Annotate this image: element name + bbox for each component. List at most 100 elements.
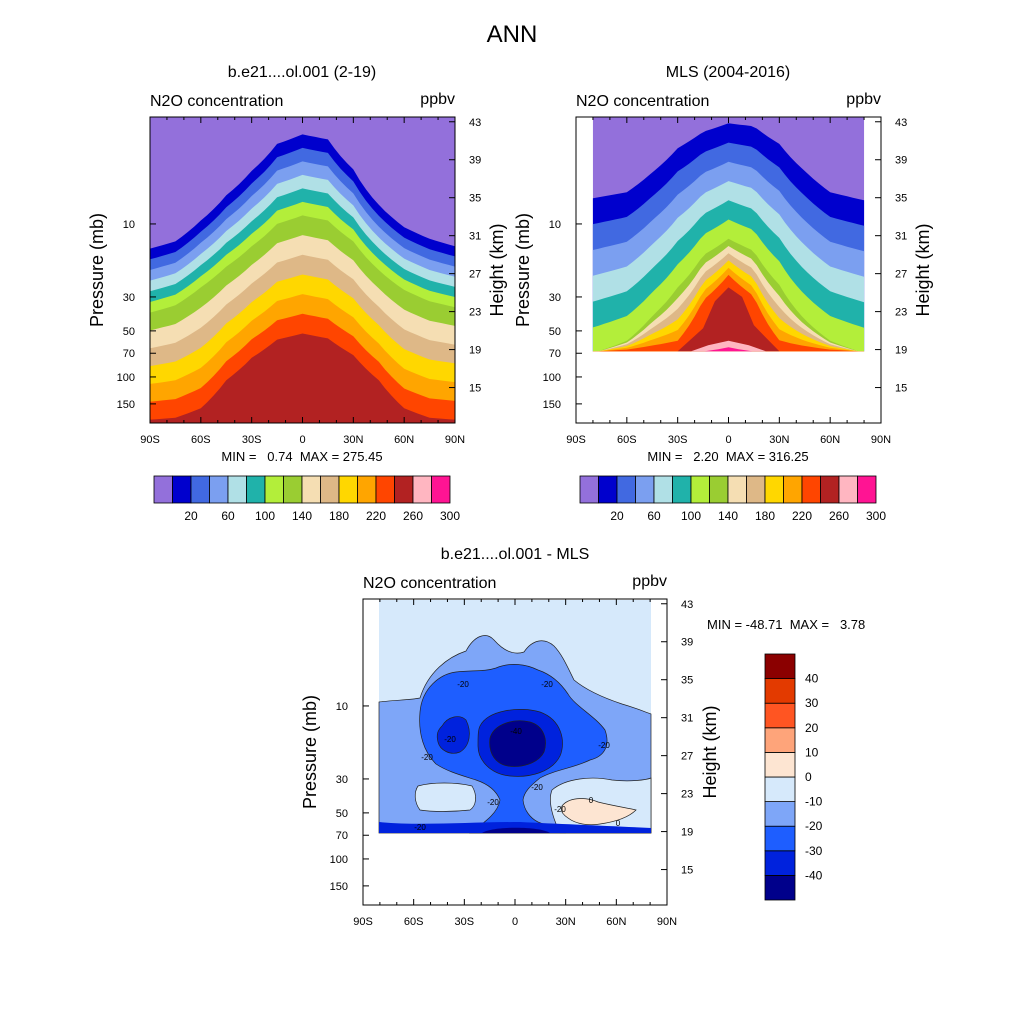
x-tick-label: 30S (455, 916, 475, 928)
x-tick-label: 30N (343, 434, 363, 446)
panel-title: MLS (2004-2016) (666, 64, 791, 81)
colorbar-swatch (746, 475, 766, 504)
x-tick-label: 90N (871, 434, 891, 446)
contour-line-label: -20 (554, 805, 566, 814)
colorbar-label: 180 (755, 509, 775, 523)
y2-tick-label: 19 (681, 827, 693, 839)
contour-fill-minus40-base (482, 827, 550, 833)
contour-line-label: -40 (510, 727, 522, 736)
x-tick-label: 30S (242, 434, 262, 446)
colorbar-swatch (357, 475, 377, 504)
panel-difference: b.e21....ol.001 - MLS N2O concentration … (300, 546, 865, 928)
panel-right-label: ppbv (846, 91, 881, 108)
colorbar-swatch (653, 475, 673, 504)
axes: 90S 60S 30S 0 30N 60N 90N103050701001504339353… (330, 599, 694, 928)
colorbar-swatch (764, 875, 796, 901)
colorbar-label: 220 (366, 509, 386, 523)
colorbar-swatch (764, 727, 796, 753)
y2-axis-label: Height (km) (700, 705, 720, 798)
y2-tick-label: 43 (469, 117, 481, 129)
colorbar-label: 40 (805, 672, 819, 686)
colorbar-swatch (301, 475, 321, 504)
contour-line-label: -20 (444, 735, 456, 744)
min-max-stats: MIN = 2.20 MAX = 316.25 (647, 449, 808, 464)
y2-axis-label: Height (km) (487, 223, 507, 316)
x-tick-label: 90S (140, 434, 160, 446)
x-tick-label: 60N (820, 434, 840, 446)
y2-tick-label: 31 (895, 231, 907, 243)
y-tick-label: 70 (123, 348, 135, 360)
y-tick-label: 150 (543, 399, 561, 411)
contour-line-label: -20 (487, 798, 499, 807)
colorbar-swatch (153, 475, 173, 504)
y-tick-label: 10 (336, 701, 348, 713)
y-tick-label: 100 (330, 854, 348, 866)
contour-fill-positive (560, 798, 637, 826)
x-tick-label: 90N (445, 434, 465, 446)
y2-tick-label: 43 (895, 117, 907, 129)
contour-line-label: 0 (616, 819, 621, 828)
x-tick-label: 30N (556, 916, 576, 928)
colorbar-label: 100 (255, 509, 275, 523)
colorbar-swatch (764, 653, 796, 680)
y-tick-label: 30 (336, 774, 348, 786)
colorbar-swatch (616, 475, 636, 504)
x-tick-label: 90N (657, 916, 677, 928)
colorbar-swatch (394, 475, 414, 504)
colorbar-label: 30 (805, 696, 819, 710)
contour-field (592, 117, 865, 352)
colorbar-swatch (172, 475, 192, 504)
colorbar-label: -30 (805, 844, 823, 858)
contour-fill (150, 333, 455, 423)
panel-title: b.e21....ol.001 - MLS (441, 546, 590, 563)
colorbar: 20 60 100 140 180 220 260 300 (153, 475, 460, 523)
y2-tick-label: 15 (469, 383, 481, 395)
axes: 90S 60S 30S 0 30N 60N 90N103050701001504339353… (543, 117, 908, 446)
contour-fill (691, 340, 766, 352)
y2-tick-label: 31 (681, 713, 693, 725)
panel-left-label: N2O concentration (363, 575, 496, 592)
colorbar-label: -10 (805, 795, 823, 809)
y2-tick-label: 27 (681, 751, 693, 763)
contour-fill-minus30-left (436, 716, 470, 754)
y2-tick-label: 15 (681, 865, 693, 877)
colorbar-label: 0 (805, 770, 812, 784)
colorbar-swatch (838, 475, 858, 504)
colorbar-label: 60 (221, 509, 235, 523)
colorbar-label: 300 (866, 509, 886, 523)
panel-right-label: ppbv (632, 573, 667, 590)
colorbar-label: 220 (792, 509, 812, 523)
colorbar-label: 60 (647, 509, 661, 523)
colorbar-swatch (764, 825, 796, 852)
y2-tick-label: 15 (895, 383, 907, 395)
panel-mls: MLS (2004-2016) N2O concentration ppbv 9… (513, 64, 933, 523)
colorbar-swatch (375, 475, 395, 504)
min-max-stats: MIN = -48.71 MAX = 3.78 (707, 617, 865, 632)
contour-fill-minus30-base (379, 822, 651, 833)
x-tick-label: 60S (404, 916, 424, 928)
y-tick-label: 50 (123, 326, 135, 338)
colorbar-label: 100 (681, 509, 701, 523)
y-tick-label: 70 (336, 830, 348, 842)
panel-left-label: N2O concentration (576, 93, 709, 110)
colorbar-swatch (190, 475, 210, 504)
x-tick-label: 0 (725, 434, 731, 446)
colorbar: -40 -30 -20 -10 0 10 20 30 40 (764, 653, 823, 901)
colorbar-label: 20 (184, 509, 198, 523)
y-tick-label: 10 (123, 219, 135, 231)
colorbar-label: 140 (718, 509, 738, 523)
colorbar-label: 260 (403, 509, 423, 523)
x-tick-label: 60S (191, 434, 211, 446)
y2-tick-label: 19 (469, 345, 481, 357)
colorbar-label: 20 (610, 509, 624, 523)
y-tick-label: 30 (549, 292, 561, 304)
colorbar-swatch (783, 475, 803, 504)
contour-fill (704, 347, 753, 352)
x-tick-label: 90S (566, 434, 586, 446)
colorbar-swatch (320, 475, 340, 504)
colorbar-swatch (857, 475, 877, 504)
colorbar-swatch (635, 475, 655, 504)
y-tick-label: 50 (336, 808, 348, 820)
colorbar-swatch (579, 475, 599, 504)
